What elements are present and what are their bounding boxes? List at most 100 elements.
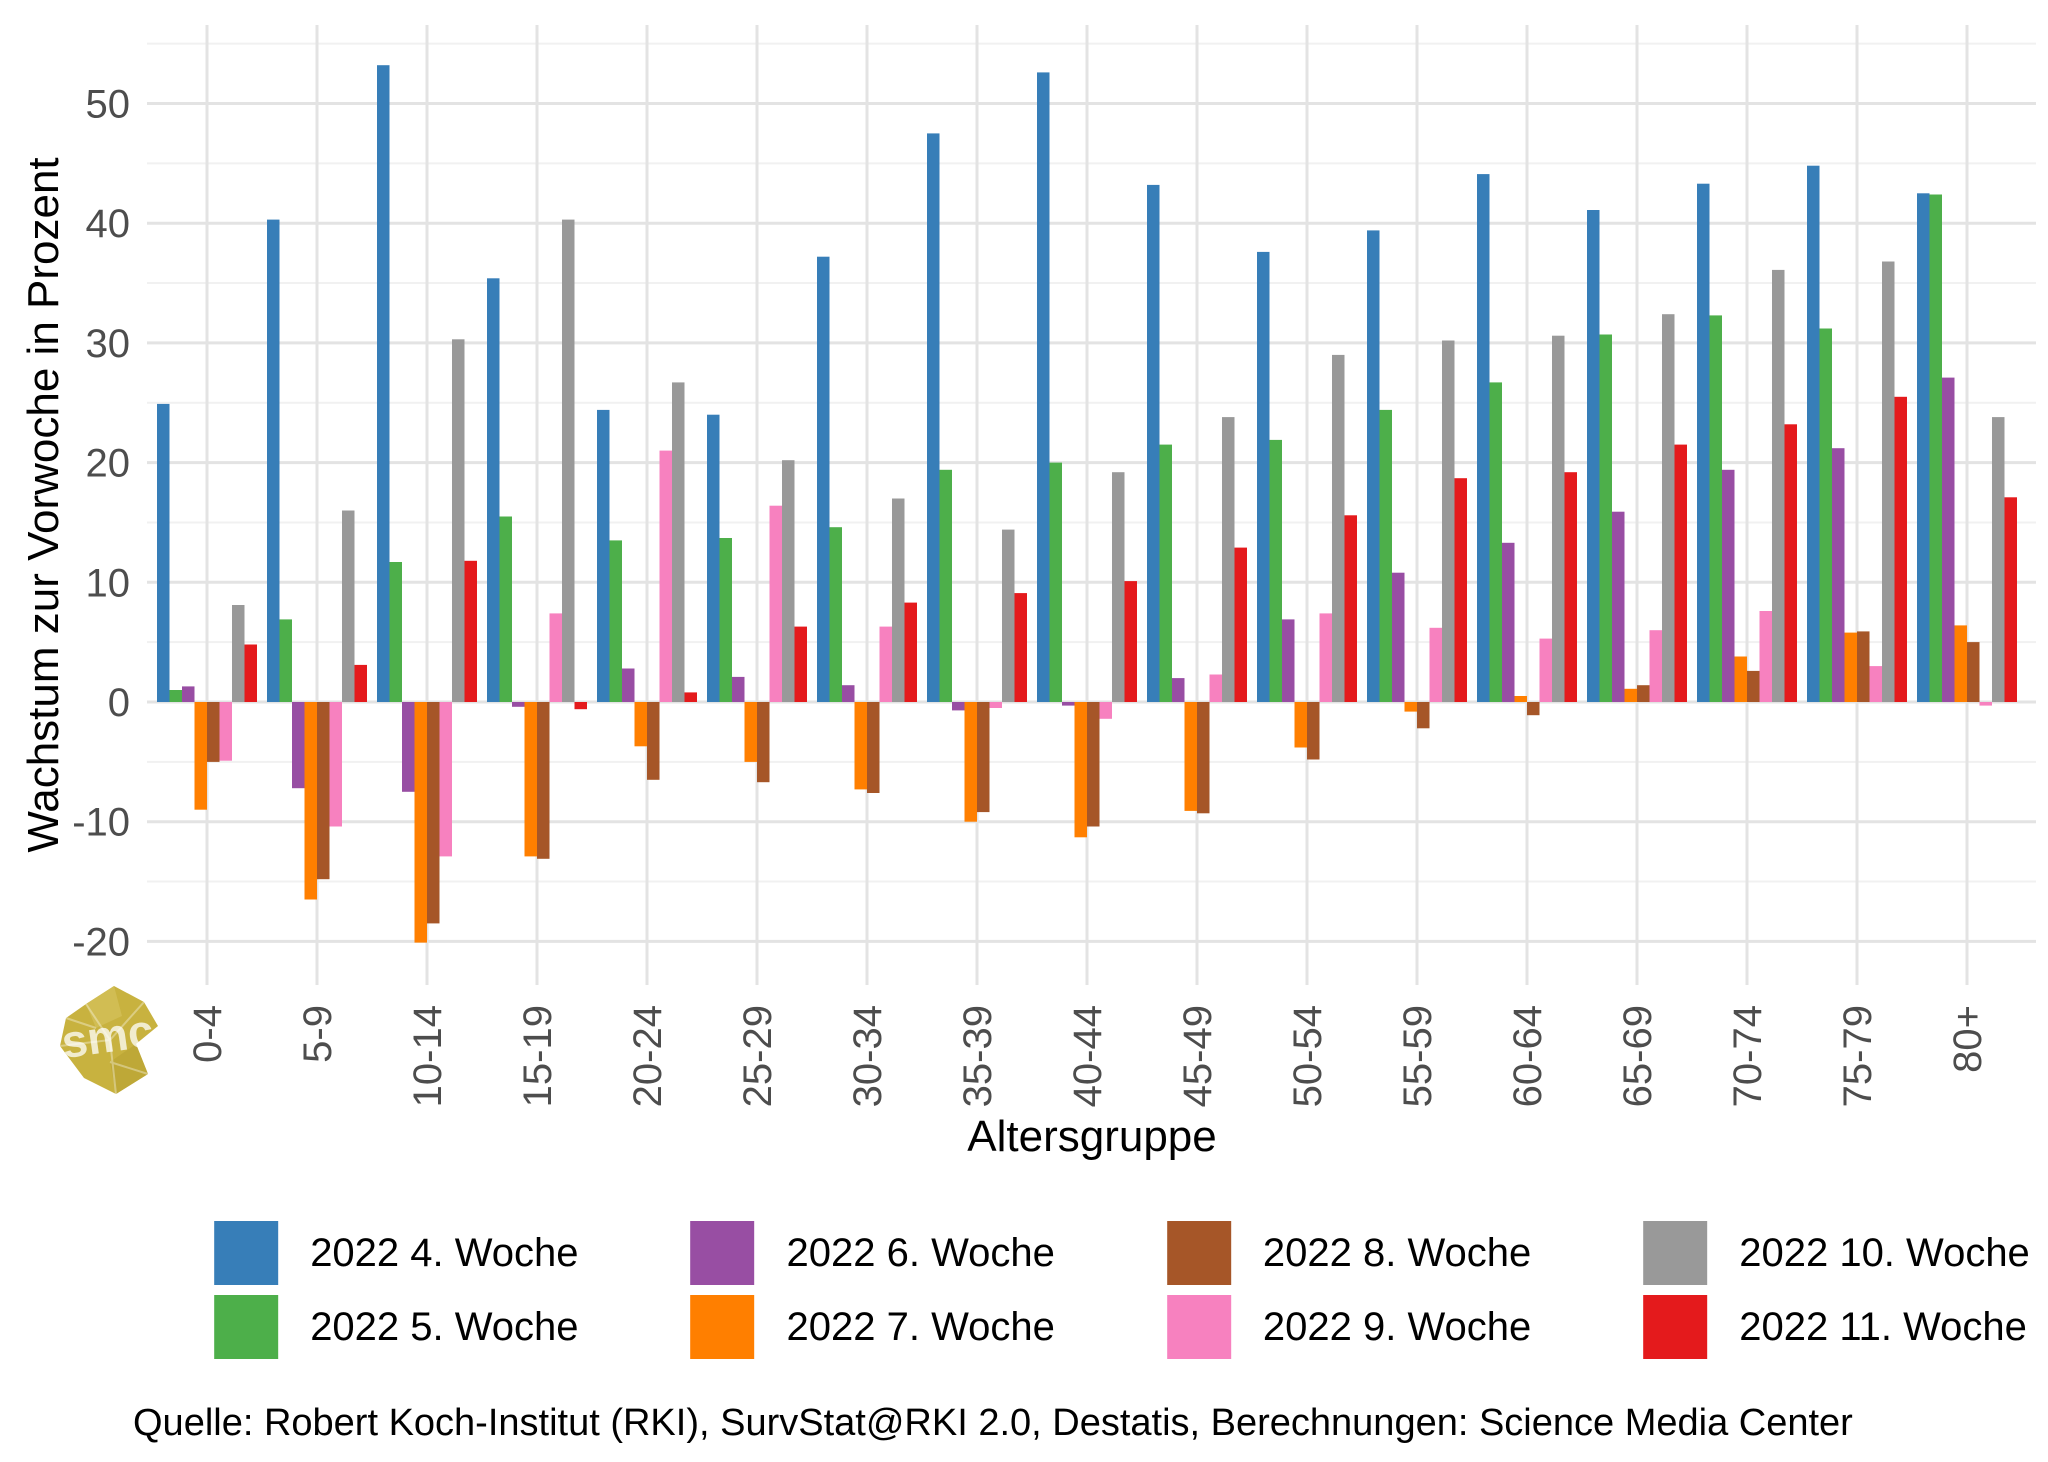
legend-item: 2022 6. Woche — [690, 1220, 1055, 1286]
x-tick-label: 0-4 — [186, 1005, 230, 1063]
legend-swatch — [690, 1221, 755, 1285]
legend-swatch — [690, 1295, 755, 1359]
bar — [1662, 314, 1675, 702]
smc-logo-lines — [59, 1001, 149, 1095]
bar — [817, 256, 830, 702]
bar — [707, 414, 720, 702]
bar — [1417, 702, 1430, 729]
bar — [354, 664, 367, 702]
legend-item: 2022 11. Woche — [1643, 1294, 2030, 1360]
legend-item: 2022 8. Woche — [1166, 1220, 1532, 1286]
bar — [1442, 340, 1455, 702]
x-tick-label: 15-19 — [516, 1005, 560, 1107]
bar — [1489, 382, 1502, 702]
x-tick-label: 60-64 — [1506, 1005, 1550, 1107]
bar — [732, 676, 745, 702]
bar — [622, 668, 635, 702]
bar — [452, 339, 465, 702]
bar — [927, 133, 940, 702]
bar — [169, 690, 182, 702]
bar — [1124, 581, 1137, 702]
bar — [512, 702, 525, 707]
bar — [377, 65, 390, 702]
bar-chart-canvas: -20 -10 0 10 20 30 40 50 0-4 5-9 10-14 15-19 20-24 25… — [72, 25, 2036, 1107]
bar — [342, 510, 355, 702]
bar — [609, 540, 622, 702]
bar — [1832, 448, 1845, 702]
bar — [1552, 335, 1565, 702]
bar — [794, 626, 807, 702]
smc-logo: smc — [58, 986, 158, 1095]
bar — [1002, 529, 1015, 702]
bar — [1844, 632, 1857, 702]
bar — [157, 403, 170, 702]
bar — [1379, 409, 1392, 702]
y-tick-label: 0 — [108, 681, 130, 725]
x-axis-title: Altersgruppe — [967, 1112, 1217, 1161]
x-tick-label: 80+ — [1946, 1005, 1990, 1073]
bar — [1454, 478, 1467, 702]
bar — [1612, 511, 1625, 702]
bar — [182, 686, 195, 702]
bar — [879, 626, 892, 702]
legend-item: 2022 7. Woche — [690, 1294, 1055, 1360]
bar — [574, 702, 587, 710]
bar — [1674, 444, 1687, 702]
bar — [842, 685, 855, 702]
bar — [1942, 377, 1955, 702]
bar — [1747, 670, 1760, 702]
legend-swatch — [214, 1295, 279, 1359]
legend-label: 2022 7. Woche — [786, 1304, 1055, 1349]
bar — [279, 619, 292, 702]
bar — [1564, 472, 1577, 702]
bar — [219, 702, 232, 761]
bar — [1587, 210, 1600, 702]
bar — [939, 469, 952, 702]
y-tick-label: -10 — [72, 801, 130, 845]
x-tick-label: 10-14 — [406, 1005, 450, 1107]
bar — [757, 702, 770, 783]
bar — [439, 702, 452, 857]
bar — [1637, 685, 1650, 702]
bar — [1599, 334, 1612, 702]
legend-label: 2022 8. Woche — [1262, 1230, 1532, 1275]
legend-label: 2022 9. Woche — [1262, 1304, 1532, 1349]
x-tick-label: 20-24 — [626, 1005, 670, 1107]
bar — [1222, 417, 1235, 702]
bar — [1807, 165, 1820, 702]
bar — [1074, 702, 1087, 838]
bar — [232, 605, 245, 702]
bar — [1367, 230, 1380, 702]
bar — [904, 602, 917, 702]
bar — [1257, 251, 1270, 702]
bar — [1477, 174, 1490, 703]
bar — [1759, 611, 1772, 702]
legend-swatch — [214, 1221, 279, 1285]
bar — [952, 702, 965, 711]
bar — [2004, 497, 2017, 702]
bar — [317, 702, 330, 880]
bar — [1429, 627, 1442, 702]
bar — [964, 702, 977, 822]
x-tick-label: 65-69 — [1616, 1005, 1660, 1107]
bar — [719, 538, 732, 702]
bar — [867, 702, 880, 793]
legend-label: 2022 11. Woche — [1739, 1304, 2027, 1349]
bar — [1332, 354, 1345, 702]
bar — [1882, 261, 1895, 702]
bar — [1819, 328, 1832, 702]
bar — [329, 702, 342, 827]
bar — [1307, 702, 1320, 760]
bar — [1294, 702, 1307, 748]
y-tick-label: 50 — [86, 83, 131, 127]
legend-label: 2022 10. Woche — [1739, 1230, 2030, 1275]
bar — [977, 702, 990, 813]
bar — [1112, 472, 1125, 702]
bar — [1234, 547, 1247, 702]
bar — [1159, 444, 1172, 702]
bar — [1049, 462, 1062, 702]
legend-item: 2022 4. Woche — [214, 1220, 579, 1286]
bar — [1184, 702, 1197, 811]
bar — [1147, 184, 1160, 702]
bar — [892, 498, 905, 702]
